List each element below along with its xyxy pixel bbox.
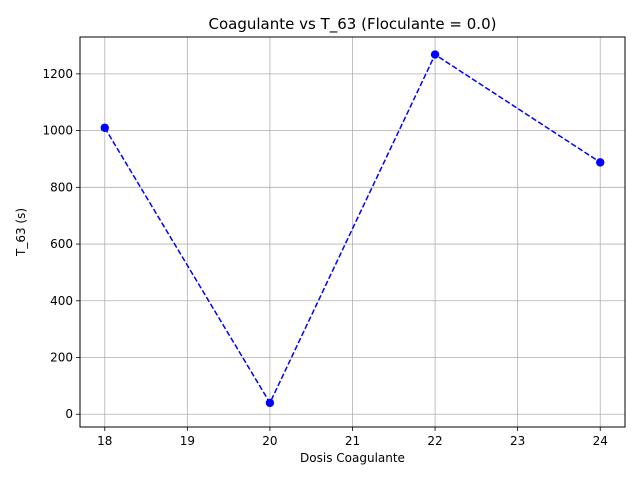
series-layer xyxy=(100,50,605,408)
x-tick-label: 22 xyxy=(427,434,442,448)
x-tick-label: 18 xyxy=(97,434,112,448)
x-tick-label: 23 xyxy=(510,434,525,448)
ticks: 18 19 20 21 22 23 24 0 200 400 600 800 1000 1200 xyxy=(42,67,607,448)
x-tick-label: 24 xyxy=(593,434,608,448)
x-tick-label: 19 xyxy=(180,434,195,448)
data-point xyxy=(596,158,605,167)
x-axis-label: Dosis Coagulante xyxy=(300,451,405,465)
y-tick-label: 400 xyxy=(50,294,73,308)
y-tick-label: 0 xyxy=(65,407,73,421)
y-axis-label: T_63 (s) xyxy=(14,208,28,257)
grid xyxy=(80,37,625,427)
data-point xyxy=(100,123,109,132)
series-line xyxy=(104,53,601,405)
y-tick-label: 1200 xyxy=(42,67,73,81)
x-tick-label: 20 xyxy=(262,434,277,448)
chart-title: Coagulante vs T_63 (Floculante = 0.0) xyxy=(209,15,497,34)
data-point xyxy=(265,398,275,408)
y-tick-label: 600 xyxy=(50,237,73,251)
y-tick-label: 1000 xyxy=(42,124,73,138)
data-point xyxy=(430,50,440,59)
y-tick-label: 800 xyxy=(50,180,73,194)
x-tick-label: 21 xyxy=(345,434,360,448)
y-tick-label: 200 xyxy=(50,351,73,365)
